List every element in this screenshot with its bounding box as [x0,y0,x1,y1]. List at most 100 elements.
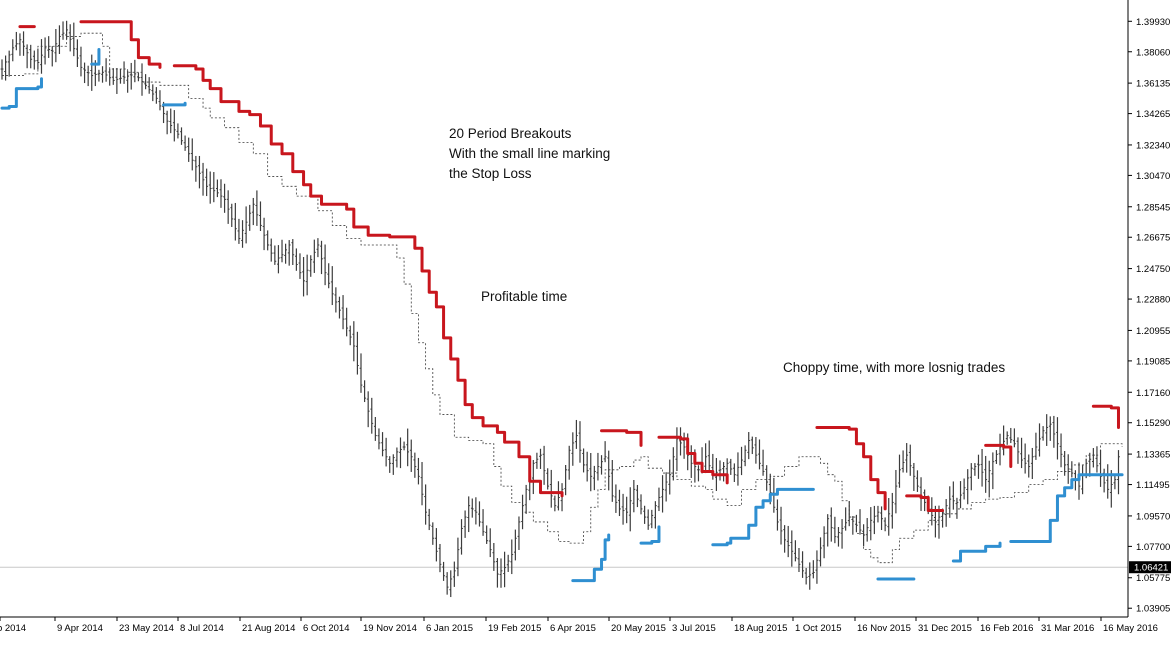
price-bar [883,517,887,532]
x-tick-label: 3 Jul 2015 [672,623,716,634]
price-bar [417,457,420,485]
price-bar [905,443,909,473]
price-bar [255,190,259,226]
y-tick-label: 1.15290 [1136,418,1170,429]
y-tick-label: 1.17160 [1136,388,1170,399]
price-bar [697,465,700,482]
price-bar [722,462,725,482]
price-bar [801,551,804,578]
price-bar [977,454,980,479]
price-bar [83,62,86,84]
price-bar [338,296,341,319]
price-bar [765,465,769,491]
price-bar [1030,447,1034,480]
price-bar [837,527,840,547]
annotation-line: 20 Period Breakouts [449,126,572,141]
price-bar [388,456,392,473]
midline-segment [2,32,1123,564]
x-tick-label: 23 May 2014 [119,623,174,634]
price-bar [341,295,345,330]
price-bar [503,551,506,588]
price-bar [740,446,743,476]
price-bar [474,497,478,525]
price-bar [424,484,428,525]
x-tick-label: 16 May 2016 [1103,623,1158,634]
y-tick-label: 1.28545 [1136,202,1170,213]
price-bar [190,138,194,171]
x-tick-label: 18 Aug 2015 [734,623,787,634]
price-bar [262,217,266,251]
price-bar [969,463,973,491]
price-bar [1109,470,1113,508]
price-bar [808,562,812,590]
price-bar [632,479,636,513]
price-bar [434,528,438,562]
price-bar [294,248,298,271]
price-bar [1106,464,1110,499]
price-bar [126,70,130,93]
price-bar [1045,414,1049,446]
price-bar [643,505,647,524]
x-tick-label: 6 Jan 2015 [426,623,473,634]
price-bar [987,460,991,498]
price-bar [1056,417,1059,460]
price-bar [1012,428,1016,448]
breakout-low-segment [639,525,661,545]
price-bar [610,460,614,502]
price-bar [248,204,252,231]
price-bar [564,465,568,496]
price-bar [72,22,76,57]
price-bar [1117,450,1120,495]
price-bar [1034,432,1038,460]
price-bar [603,441,607,463]
annotation-line: Choppy time, with more losnig trades [783,360,1006,375]
price-bar [1099,449,1102,487]
price-bar [269,238,273,262]
price-bar [61,21,65,40]
x-tick-label: 6 Oct 2014 [303,623,349,634]
price-bar [298,253,302,279]
price-bar [851,516,855,535]
y-tick-label: 1.03905 [1136,604,1170,615]
annotation-line: Profitable time [481,289,568,304]
breakout-low-segment [1009,473,1124,543]
price-bar [399,437,402,469]
price-bar [277,245,280,274]
price-bar [75,39,79,68]
price-bar [456,537,460,577]
breakout-low-segment [0,77,43,110]
price-bar [32,50,36,70]
price-bar [280,239,284,263]
y-tick-label: 1.38060 [1136,47,1170,58]
price-bar [1063,451,1067,476]
price-bar [607,450,611,491]
price-bar [880,506,883,531]
y-tick-label: 1.19085 [1136,356,1170,367]
price-bar [582,448,585,473]
price-bar [826,514,830,547]
price-bar [488,528,492,558]
price-bar [887,498,891,536]
price-bar [524,484,528,514]
price-bar [219,179,223,208]
price-bar [984,455,988,493]
price-bar [65,20,69,40]
price-bar [327,263,331,289]
price-bar [535,452,539,469]
price-bar [86,65,90,87]
price-bar [1091,448,1095,468]
price-bar [1059,433,1063,468]
price-bar [287,240,291,266]
price-bar [395,447,399,468]
x-tick-label: 31 Dec 2015 [918,623,972,634]
price-bar [499,558,503,588]
price-bar [600,455,603,475]
price-bar [180,127,183,145]
y-tick-label: 1.22880 [1136,295,1170,306]
price-bar [639,494,643,515]
breakout-low-segment [162,101,187,107]
price-bar [11,39,15,62]
price-bar [682,432,686,459]
